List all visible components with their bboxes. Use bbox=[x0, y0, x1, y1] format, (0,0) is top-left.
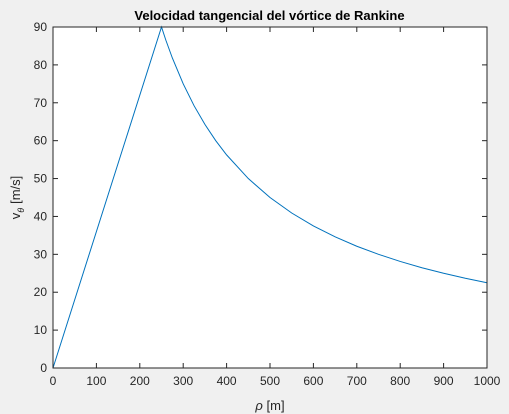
x-tick-label: 600 bbox=[303, 374, 323, 388]
x-tick-label: 400 bbox=[217, 374, 237, 388]
x-tick-label: 800 bbox=[390, 374, 410, 388]
y-tick-label: 40 bbox=[34, 209, 48, 223]
y-tick-label: 10 bbox=[34, 323, 48, 337]
y-tick-label: 70 bbox=[34, 96, 48, 110]
y-tick-label: 50 bbox=[34, 172, 48, 186]
x-tick-label: 0 bbox=[50, 374, 57, 388]
x-axis-label: ρ [m] bbox=[254, 398, 284, 413]
chart-title: Velocidad tangencial del vórtice de Rank… bbox=[134, 8, 404, 23]
series-layer bbox=[52, 25, 488, 369]
y-tick-label: 60 bbox=[34, 134, 48, 148]
x-axis-label-symbol: ρ bbox=[254, 398, 263, 413]
y-tick-label: 0 bbox=[40, 361, 47, 375]
x-tick-label: 500 bbox=[260, 374, 280, 388]
y-tick-label: 80 bbox=[34, 58, 48, 72]
y-tick-label: 90 bbox=[34, 20, 48, 34]
x-tick-label: 300 bbox=[173, 374, 193, 388]
series-line-0 bbox=[52, 25, 488, 369]
x-axis-label-unit: [m] bbox=[267, 398, 285, 413]
y-tick-label: 30 bbox=[34, 247, 48, 261]
x-tick-label: 1000 bbox=[474, 374, 501, 388]
x-tick-label: 900 bbox=[434, 374, 454, 388]
y-axis-label-base: v bbox=[8, 212, 23, 219]
y-axis-label-subscript: θ bbox=[16, 208, 26, 213]
axes-layer: 0 100 200 300 400 500 600 700 800 900 1000 0 10 20 30 4… bbox=[34, 20, 501, 388]
x-tick-label: 200 bbox=[130, 374, 150, 388]
x-tick-label: 100 bbox=[86, 374, 106, 388]
x-tick-label: 700 bbox=[347, 374, 367, 388]
y-tick-label: 20 bbox=[34, 285, 48, 299]
y-axis-label-unit: [m/s] bbox=[8, 176, 23, 204]
y-axis-label: vθ [m/s] bbox=[8, 176, 26, 220]
